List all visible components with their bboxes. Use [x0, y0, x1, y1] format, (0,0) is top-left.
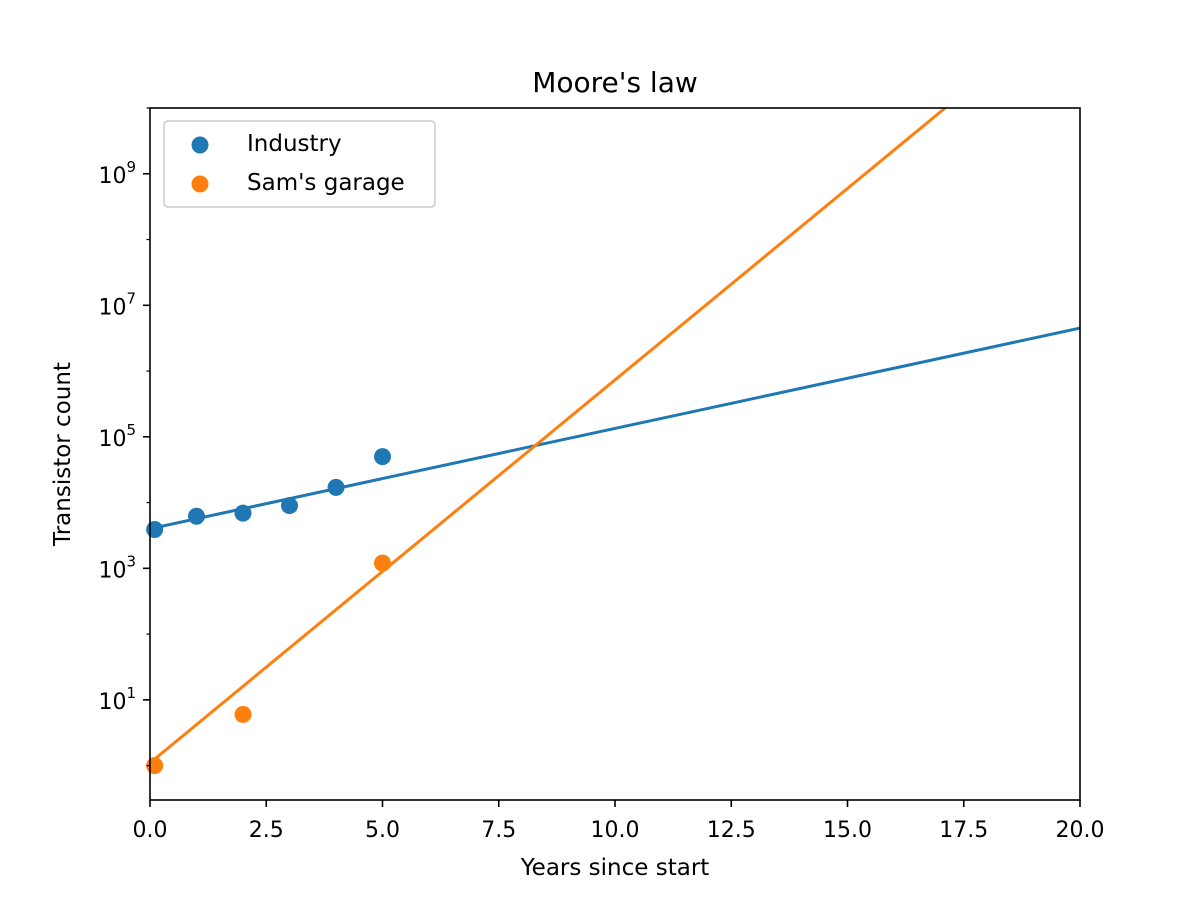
legend-marker-sams-garage [191, 175, 209, 193]
y-tick-label: 101 [98, 684, 136, 715]
data-point-industry [146, 520, 164, 538]
x-tick-label: 7.5 [481, 818, 516, 843]
y-tick-label: 105 [98, 421, 136, 452]
data-point-industry [281, 497, 298, 515]
x-axis-label: Years since start [520, 855, 710, 881]
y-tick-label: 109 [98, 158, 136, 189]
chart-title: Moore's law [532, 66, 698, 99]
legend: Industry Sam's garage [163, 120, 436, 208]
x-tick-label: 0.0 [133, 818, 168, 843]
legend-marker-industry [191, 136, 209, 154]
x-tick-label: 20.0 [1056, 818, 1105, 843]
y-tick-label: 103 [98, 552, 136, 583]
data-point-industry [374, 448, 391, 466]
data-point-sams-garage [374, 554, 391, 572]
data-point-industry [234, 504, 252, 522]
legend-box [163, 120, 436, 208]
x-axis: 0.0 2.5 5.0 7.5 10.0 12.5 15.0 17.5 20.0 [133, 800, 1105, 843]
y-tick-label: 107 [98, 289, 136, 320]
y-axis-label: Transistor count [50, 362, 76, 547]
data-point-industry [188, 507, 205, 525]
x-tick-label: 2.5 [249, 818, 284, 843]
legend-label-sams-garage: Sam's garage [247, 170, 405, 196]
x-tick-label: 12.5 [707, 818, 756, 843]
x-tick-label: 17.5 [939, 818, 988, 843]
data-points [146, 448, 391, 775]
data-point-sams-garage [234, 705, 252, 723]
data-point-industry [327, 478, 345, 496]
fit-line-sams-garage [150, 108, 947, 765]
x-tick-label: 5.0 [365, 818, 400, 843]
x-tick-label: 15.0 [823, 818, 872, 843]
x-tick-label: 10.0 [591, 818, 640, 843]
fit-line-industry [150, 326, 1080, 531]
fit-lines [150, 108, 1080, 765]
y-axis: 101 103 105 107 109 [98, 107, 150, 767]
legend-label-industry: Industry [247, 131, 342, 157]
